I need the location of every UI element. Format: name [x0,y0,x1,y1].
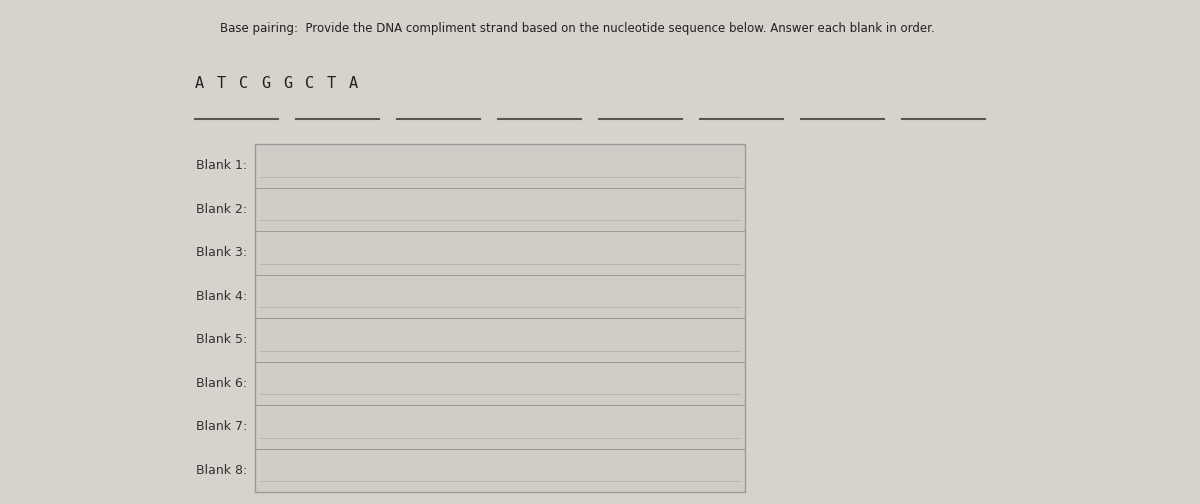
FancyBboxPatch shape [254,144,745,492]
Text: Blank 7:: Blank 7: [196,420,247,433]
Text: Blank 5:: Blank 5: [196,333,247,346]
Text: A: A [194,76,204,91]
Text: G: G [283,76,292,91]
Text: Blank 2:: Blank 2: [196,203,247,216]
Text: Blank 4:: Blank 4: [196,290,247,303]
Text: T: T [217,76,226,91]
Text: Blank 3:: Blank 3: [196,246,247,259]
Text: T: T [326,76,336,91]
Text: A: A [349,76,358,91]
Text: Blank 1:: Blank 1: [196,159,247,172]
Text: C: C [239,76,248,91]
Text: G: G [262,76,270,91]
Text: Blank 8:: Blank 8: [196,464,247,477]
Text: Base pairing:  Provide the DNA compliment strand based on the nucleotide sequenc: Base pairing: Provide the DNA compliment… [220,22,935,35]
Text: C: C [305,76,314,91]
Text: Blank 6:: Blank 6: [196,377,247,390]
